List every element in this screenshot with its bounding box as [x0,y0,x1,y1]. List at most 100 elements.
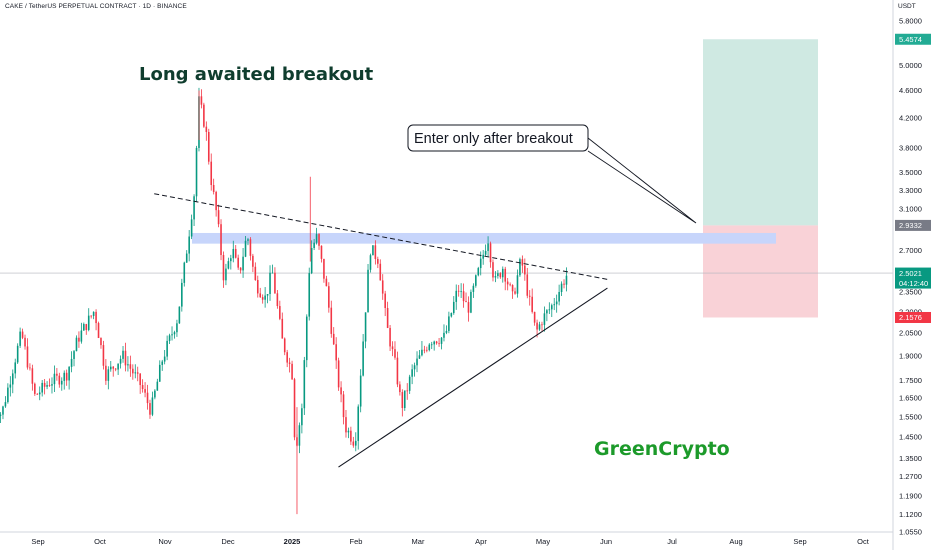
chart-annotations: Long awaited breakout GreenCrypto Enter … [139,64,730,460]
candle-body [102,345,105,366]
candle-body [506,281,509,285]
candle-body [41,382,43,393]
candle-body [428,344,431,351]
candle-body [183,262,186,283]
candle-body [75,337,78,352]
candle-body [430,344,433,346]
candle-body [555,301,558,305]
candle-body [472,285,475,292]
candle-body [26,346,29,368]
candle-body [359,375,362,407]
x-tick-label: Jun [600,537,612,546]
x-tick-label: 2025 [284,537,301,546]
candle-body [435,341,438,344]
candle-body [264,295,266,300]
candle-body [239,267,242,271]
candle-body [467,302,470,313]
y-tick-label: 2.3500 [899,288,922,297]
candle-body [21,331,24,338]
candle-body [308,273,311,317]
candle-body [247,239,249,241]
candle-body [328,286,330,308]
candle-body [565,275,568,285]
candle-body [352,441,355,446]
candle-body [80,330,83,342]
candle-body [181,282,183,307]
candle-body [416,358,418,366]
candle-body [205,126,208,132]
candle-body [70,358,73,367]
candle-body [271,272,274,274]
candle-body [232,248,235,259]
candle-body [168,335,171,341]
candle-body [462,291,465,302]
candle-body [399,384,401,393]
candle-body [448,316,450,331]
candle-body [528,295,531,297]
candle-body [156,381,159,391]
candle-body [95,311,97,324]
trend-lines [154,137,697,468]
price-tag-label: 5.4574 [899,35,922,44]
candle-body [364,312,367,342]
candle-body [134,372,137,374]
candle-body [563,283,565,285]
candle-body [482,254,484,259]
candle-body [36,393,39,395]
candle-body [132,368,134,374]
candle-body [144,389,146,393]
candle-body [171,334,173,336]
y-tick-label: 5.8000 [899,17,922,26]
candle-body [514,291,516,294]
candle-body [377,258,379,264]
candle-body [176,323,178,333]
candle-body [291,363,293,380]
candle-body [19,331,21,346]
candle-body [166,340,168,357]
candle-body [460,291,462,293]
candlestick-series [0,87,568,515]
candle-body [501,268,504,278]
candle-body [200,96,203,105]
price-tag-bg [895,311,931,323]
candle-body [384,293,386,309]
candle-body [193,196,195,220]
candle-body [2,406,4,415]
currency-label: USDT [898,3,916,10]
x-tick-label: Nov [158,537,172,546]
price-tag-label: 04:12:40 [899,279,928,288]
candle-body [475,275,477,286]
upper-trendline [154,193,608,280]
price-tag-bg [895,277,931,289]
annotation-callout[interactable]: Enter only after breakout [407,124,589,152]
candle-body [114,368,117,370]
candle-body [546,310,548,314]
watermark-text: GreenCrypto [594,438,730,460]
candle-body [521,259,524,266]
x-tick-label: Apr [475,537,487,546]
candle-body [83,324,85,331]
candle-body [342,394,345,418]
x-tick-label: Sep [793,537,806,546]
candle-body [90,315,92,317]
candle-body [389,327,391,347]
candle-body [227,261,230,269]
candle-body [332,333,335,345]
candle-body [105,365,107,381]
y-tick-label: 1.3500 [899,454,922,463]
candle-body [411,369,413,377]
candle-body [249,239,252,256]
candle-body [477,268,480,276]
candle-body [195,147,198,197]
price-tag-label: 2.9332 [899,221,922,230]
y-tick-label: 3.1000 [899,205,922,214]
candle-body [14,362,17,374]
candle-body [254,266,257,281]
candle-body [16,345,19,363]
candle-body [318,234,320,246]
candle-body [323,258,325,279]
candle-body [38,392,41,395]
candle-body [303,360,306,409]
